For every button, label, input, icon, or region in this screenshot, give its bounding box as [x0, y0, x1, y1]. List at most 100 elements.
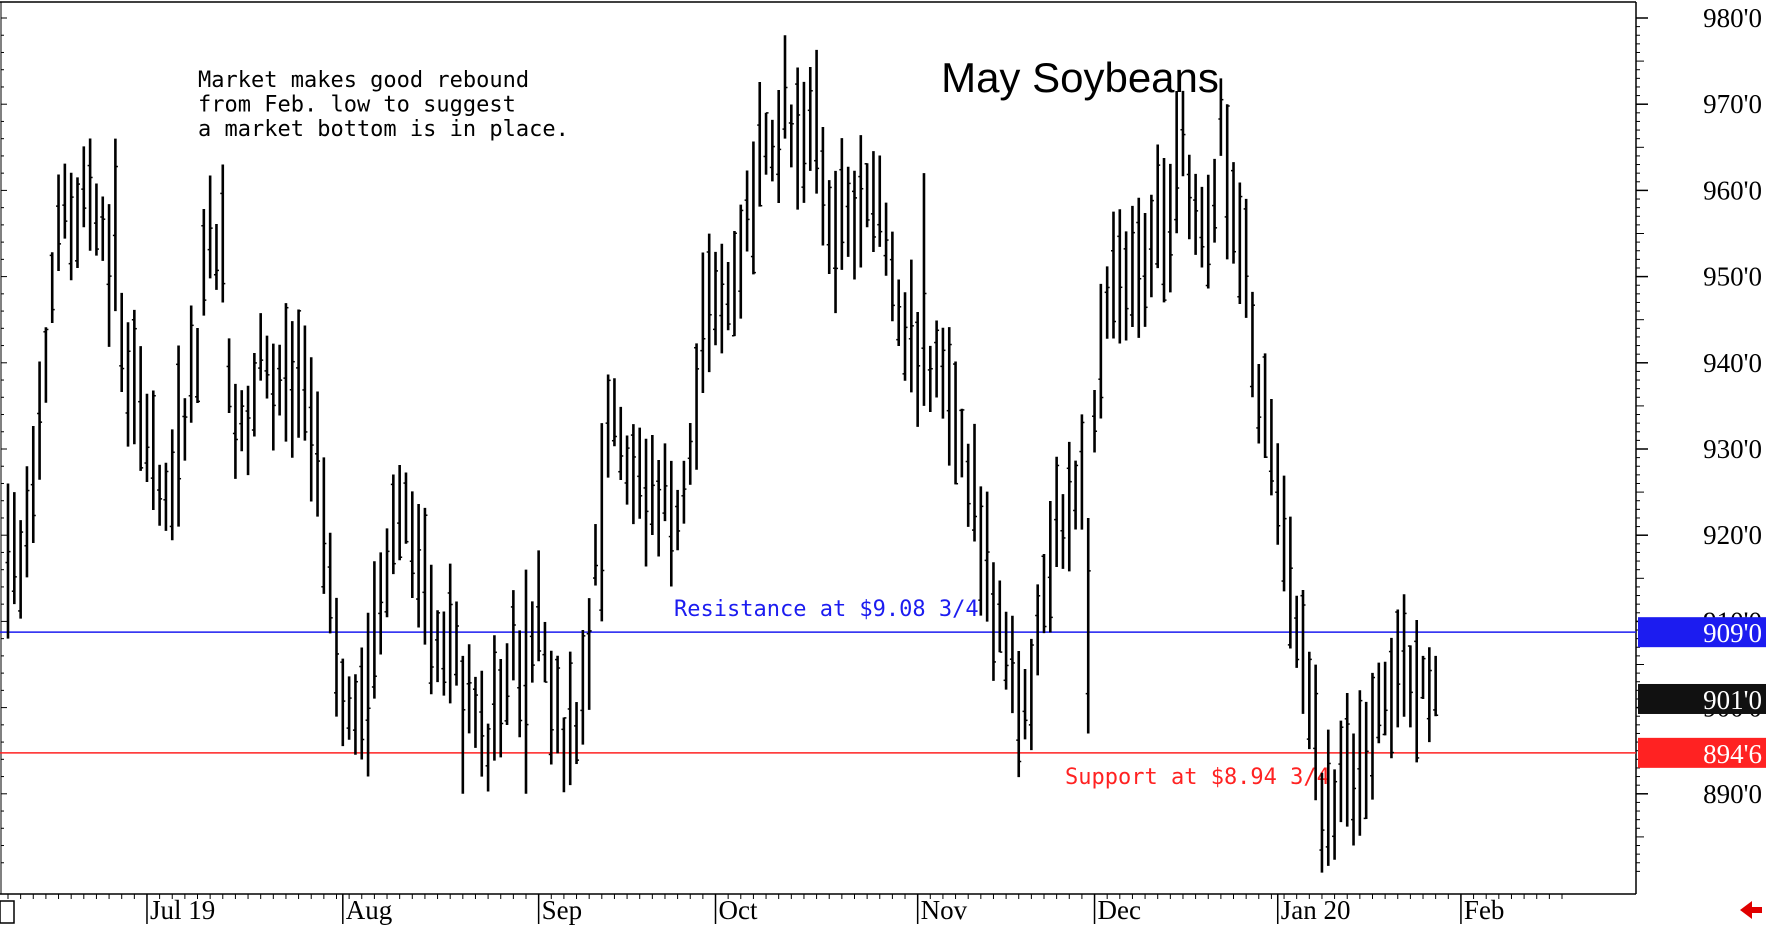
- price-bars: [5, 35, 1439, 873]
- ohlc-bar: [176, 345, 182, 527]
- ohlc-bar: [1129, 205, 1135, 327]
- ohlc-bar: [1287, 516, 1293, 649]
- ohlc-bar: [207, 175, 213, 279]
- ohlc-bar: [1110, 211, 1116, 339]
- support-price-tag: [1638, 737, 1766, 768]
- ohlc-bar: [517, 630, 523, 738]
- ohlc-bar: [239, 390, 245, 452]
- ohlc-bar: [1344, 692, 1350, 827]
- ohlc-bar: [624, 435, 630, 505]
- ohlc-bar: [1009, 615, 1015, 714]
- ohlc-bar: [390, 474, 396, 575]
- ohlc-bar: [302, 325, 308, 441]
- ohlc-bar: [1426, 647, 1432, 743]
- ohlc-bar: [1098, 283, 1104, 419]
- ohlc-bar: [333, 597, 339, 717]
- ohlc-bar: [30, 425, 36, 543]
- month-label: Jul 19: [150, 895, 215, 925]
- ohlc-bar: [915, 311, 921, 427]
- ohlc-bar: [997, 580, 1003, 653]
- ohlc-bar: [119, 292, 125, 393]
- ohlc-bar: [858, 135, 864, 268]
- ohlc-bar: [1167, 163, 1173, 293]
- ohlc-bar: [1388, 637, 1394, 759]
- ohlc-bar: [18, 520, 24, 619]
- ohlc-bar: [1142, 212, 1148, 327]
- ohlc-bar: [251, 353, 257, 437]
- price-tick-label: 930'0: [1703, 434, 1762, 464]
- ohlc-bar: [877, 155, 883, 247]
- ohlc-bar: [965, 443, 971, 527]
- ohlc-bar: [112, 138, 118, 312]
- ohlc-bar: [1332, 769, 1338, 860]
- ohlc-bar: [776, 89, 782, 203]
- price-tick-label: 940'0: [1703, 348, 1762, 378]
- ohlc-bar: [694, 343, 700, 470]
- ohlc-bar: [833, 170, 839, 314]
- ohlc-bar: [106, 204, 112, 347]
- price-tick-label: 890'0: [1703, 779, 1762, 809]
- ohlc-bar: [321, 457, 327, 594]
- time-axis: Jul 19 Aug Sep Oct Nov Dec Jan 20 Feb: [7, 894, 1563, 925]
- ohlc-bar: [795, 67, 801, 210]
- price-tick-label: 920'0: [1703, 520, 1762, 550]
- ohlc-bar: [1079, 414, 1085, 530]
- ohlc-bar: [978, 486, 984, 616]
- ohlc-bar: [1325, 729, 1331, 866]
- ohlc-bar: [1256, 363, 1262, 444]
- ohlc-bar: [289, 321, 295, 458]
- ohlc-bar: [757, 81, 763, 207]
- ohlc-bar: [1243, 198, 1249, 318]
- ohlc-bar: [870, 151, 876, 252]
- ohlc-bar: [93, 183, 99, 256]
- ohlc-bar: [851, 170, 857, 280]
- ohlc-bar: [548, 650, 554, 765]
- ohlc-bar: [1136, 197, 1142, 338]
- ohlc-bar: [1237, 182, 1243, 305]
- ohlc-bar: [435, 610, 441, 683]
- ohlc-bar: [934, 320, 940, 398]
- ohlc-bar: [454, 601, 460, 686]
- resistance-price-tag: [1638, 617, 1766, 648]
- ohlc-bar: [555, 655, 561, 754]
- ohlc-bar: [984, 491, 990, 622]
- ohlc-bar: [1028, 638, 1034, 751]
- resistance-price-tag-label: 909'0: [1703, 618, 1762, 648]
- ohlc-bar: [1275, 443, 1281, 545]
- ohlc-bar: [700, 252, 706, 394]
- ohlc-bar: [586, 598, 592, 710]
- ohlc-bar: [801, 81, 807, 203]
- ohlc-bar: [1338, 720, 1344, 823]
- ohlc-bar: [1085, 517, 1091, 734]
- ohlc-bar: [649, 434, 655, 535]
- ohlc-bar: [24, 466, 30, 578]
- ohlc-bar: [296, 309, 302, 438]
- ohlc-bar: [56, 174, 62, 271]
- ohlc-bar: [1300, 590, 1306, 714]
- month-label: Jan 20: [1281, 895, 1351, 925]
- price-tick-label: 970'0: [1703, 89, 1762, 119]
- ohlc-bar: [946, 327, 952, 466]
- ohlc-bar: [1249, 291, 1255, 398]
- ohlc-bar: [630, 424, 636, 525]
- ohlc-bar: [1369, 672, 1375, 800]
- annotation-line: from Feb. low to suggest: [198, 93, 516, 118]
- support-label: Support at $8.94 3/4: [1065, 765, 1330, 790]
- scroll-arrow-icon[interactable]: [1740, 901, 1762, 919]
- ohlc-bar: [422, 507, 428, 645]
- ohlc-bar: [201, 209, 207, 316]
- ohlc-bar: [43, 327, 49, 403]
- ohlc-bar: [1401, 594, 1407, 717]
- ohlc-bar: [1104, 266, 1110, 339]
- ohlc-bar: [1306, 651, 1312, 750]
- price-tick-label: 950'0: [1703, 262, 1762, 292]
- ohlc-bar: [706, 233, 712, 373]
- ohlc-bar: [529, 601, 535, 683]
- ohlc-bar: [491, 635, 497, 761]
- ohlc-bar: [258, 313, 264, 381]
- price-tick-label: 980'0: [1703, 3, 1762, 33]
- ohlc-bar: [100, 196, 106, 261]
- ohlc-bar: [769, 119, 775, 182]
- ohlc-bar: [940, 327, 946, 419]
